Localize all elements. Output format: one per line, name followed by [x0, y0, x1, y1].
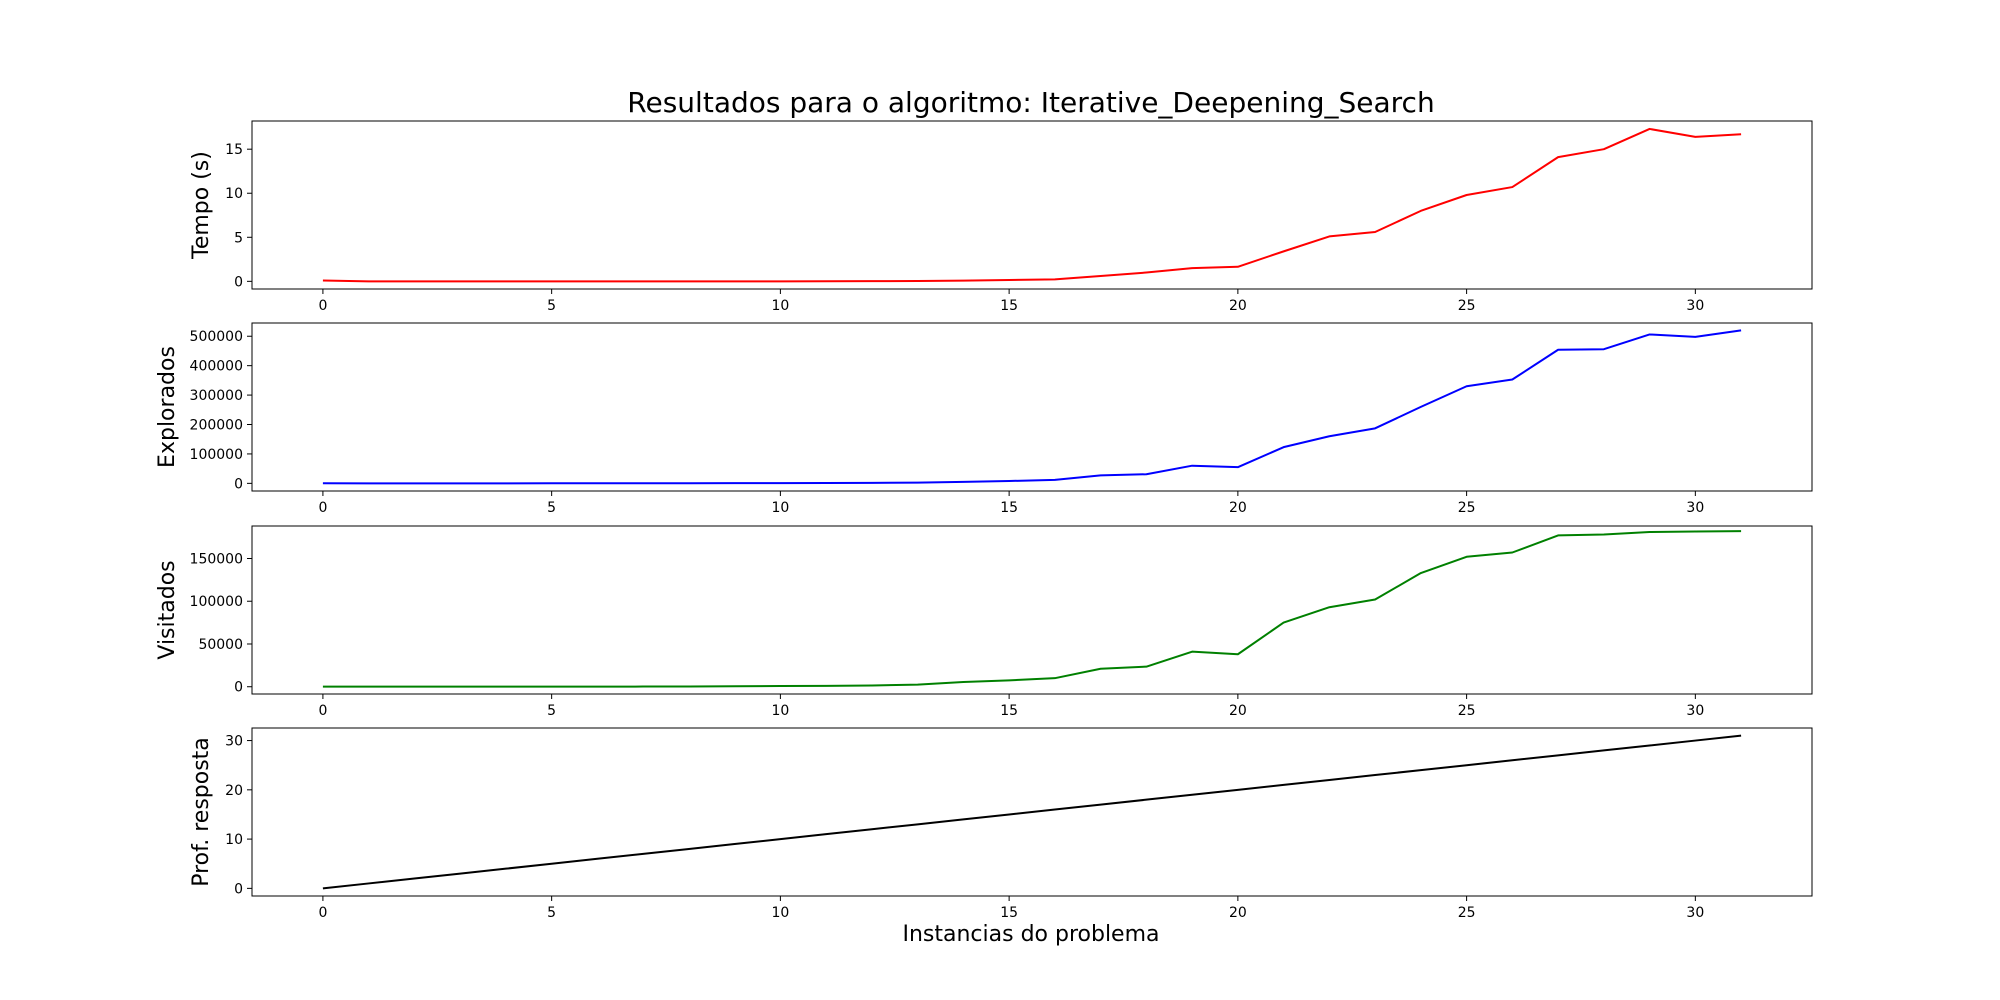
y-tick-label: 50000	[198, 637, 243, 653]
y-axis-label: Explorados	[155, 346, 180, 468]
x-tick-label: 5	[547, 298, 556, 314]
y-tick-label: 500000	[190, 329, 243, 345]
x-tick-label: 10	[771, 298, 789, 314]
x-tick-label: 20	[1229, 905, 1247, 921]
y-tick-label: 100000	[190, 447, 243, 463]
x-tick-label: 30	[1686, 703, 1704, 719]
axes-frame	[251, 120, 1813, 290]
x-tick-label: 10	[771, 500, 789, 516]
x-tick-label: 25	[1458, 703, 1476, 719]
x-tick-label: 30	[1686, 298, 1704, 314]
x-tick-label: 5	[547, 500, 556, 516]
series-line	[322, 530, 1742, 688]
series-line	[322, 734, 1742, 890]
subplot-1: 0 5 10 15 20 25 30 0 5 10 15 Tempo (s)	[189, 120, 1813, 314]
x-tick-label: 5	[547, 703, 556, 719]
y-axis-label: Visitados	[155, 560, 180, 659]
subplot-3: 0 5 10 15 20 25 30 0 50000 100000 150000 Visitados	[155, 525, 1813, 719]
x-axis-label: Instancias do problema	[902, 922, 1159, 947]
x-tick-label: 10	[771, 703, 789, 719]
x-tick-label: 25	[1458, 500, 1476, 516]
x-tick-label: 0	[318, 500, 327, 516]
y-tick-label: 0	[234, 476, 243, 492]
y-tick-label: 200000	[190, 418, 243, 434]
y-tick-label: 0	[234, 680, 243, 696]
y-tick-label: 0	[234, 881, 243, 897]
x-tick-label: 5	[547, 905, 556, 921]
x-tick-label: 15	[1000, 905, 1018, 921]
y-axis-label: Tempo (s)	[189, 151, 214, 260]
x-tick-label: 15	[1000, 703, 1018, 719]
y-tick-label: 100000	[190, 594, 243, 610]
x-tick-label: 0	[318, 703, 327, 719]
y-tick-label: 400000	[190, 359, 243, 375]
x-tick-label: 15	[1000, 298, 1018, 314]
series-line	[322, 127, 1742, 283]
y-tick-label: 10	[225, 186, 243, 202]
x-tick-label: 20	[1229, 500, 1247, 516]
y-axis-label: Prof. resposta	[189, 737, 214, 887]
x-tick-label: 20	[1229, 703, 1247, 719]
chart-title: Resultados para o algoritmo: Iterative_D…	[627, 86, 1434, 119]
x-tick-label: 30	[1686, 905, 1704, 921]
x-tick-label: 30	[1686, 500, 1704, 516]
series-line	[322, 329, 1742, 485]
y-tick-label: 10	[225, 832, 243, 848]
x-tick-label: 20	[1229, 298, 1247, 314]
x-tick-label: 15	[1000, 500, 1018, 516]
x-tick-label: 25	[1458, 298, 1476, 314]
x-tick-label: 0	[318, 905, 327, 921]
subplot-4: 0 5 10 15 20 25 30 0 10 20 30 Prof. resposta	[189, 727, 1813, 921]
axes-frame	[251, 727, 1813, 897]
y-tick-label: 150000	[190, 551, 243, 567]
y-tick-label: 15	[225, 142, 243, 158]
y-tick-label: 20	[225, 783, 243, 799]
y-tick-label: 5	[234, 230, 243, 246]
x-tick-label: 0	[318, 298, 327, 314]
axes-frame	[251, 322, 1813, 492]
axes-frame	[251, 525, 1813, 695]
y-tick-label: 30	[225, 734, 243, 750]
x-tick-label: 10	[771, 905, 789, 921]
x-tick-label: 25	[1458, 905, 1476, 921]
y-tick-label: 0	[234, 274, 243, 290]
y-tick-label: 300000	[190, 388, 243, 404]
subplot-2: 0 5 10 15 20 25 30 0 100000 200000 300000 400000 500…	[155, 322, 1813, 516]
